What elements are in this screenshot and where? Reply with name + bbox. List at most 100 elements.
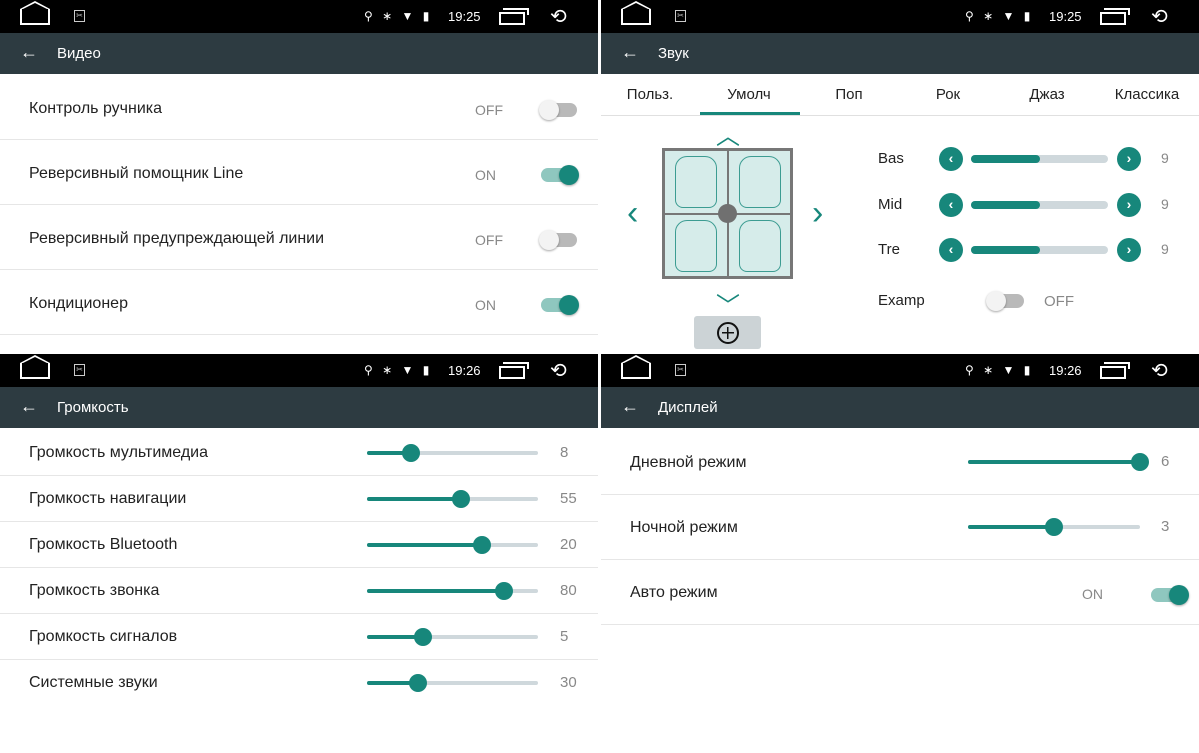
slider-fill (367, 451, 412, 455)
chevron-up-icon[interactable]: ︿ (716, 123, 740, 150)
status-icons: ⚲ ∗ ▼ ▮ (364, 363, 433, 377)
seat-icon (664, 150, 728, 214)
slider-thumb[interactable] (452, 490, 471, 508)
tab-3[interactable]: Поп (835, 86, 863, 103)
slider-thumb[interactable] (409, 674, 428, 692)
setting-toggle[interactable] (539, 230, 577, 250)
brightness-slider[interactable] (968, 518, 1140, 536)
slider-thumb[interactable] (414, 628, 433, 646)
status-bar: ✂ ⚲ ∗ ▼ ▮ 19:26 ⟲ (0, 354, 598, 387)
seat-shape (675, 156, 717, 208)
volume-slider[interactable] (367, 490, 538, 508)
title-bar: ← Видео (0, 33, 598, 74)
tabs-divider (601, 115, 1199, 116)
recent-apps-icon[interactable] (499, 8, 529, 25)
volume-label: Громкость навигации (29, 490, 187, 507)
examp-toggle[interactable] (986, 291, 1024, 311)
seat-icon (664, 213, 728, 277)
home-icon[interactable] (20, 1, 50, 25)
back-arrow-icon[interactable]: ← (20, 396, 38, 416)
eq-increase-button[interactable]: › (1117, 147, 1141, 171)
eq-label: Mid (878, 195, 903, 213)
reset-balance-button[interactable] (694, 316, 761, 349)
chevron-right-icon[interactable]: › (812, 194, 824, 232)
volume-slider[interactable] (367, 536, 538, 554)
back-nav-icon[interactable]: ⟲ (1151, 360, 1168, 382)
back-nav-icon[interactable]: ⟲ (550, 6, 567, 28)
eq-increase-button[interactable]: › (1117, 238, 1141, 262)
setting-toggle[interactable] (541, 295, 579, 315)
volume-label: Громкость Bluetooth (29, 536, 178, 553)
status-icons: ⚲ ∗ ▼ ▮ (965, 363, 1034, 377)
eq-increase-button[interactable]: › (1117, 192, 1141, 217)
slider-thumb[interactable] (472, 536, 491, 554)
display-row: Дневной режим 6 (601, 430, 1199, 495)
toggle-knob (539, 230, 559, 250)
eq-decrease-button[interactable]: ‹ (939, 238, 963, 262)
eq-slider[interactable] (971, 200, 1108, 209)
home-icon[interactable] (621, 1, 651, 25)
volume-value: 30 (560, 674, 577, 691)
display-row: Ночной режим 3 (601, 495, 1199, 560)
brightness-slider[interactable] (968, 453, 1149, 471)
setting-label: Реверсивный предупреждающей линии (29, 230, 325, 247)
slider-thumb[interactable] (1131, 453, 1149, 471)
volume-slider[interactable] (367, 674, 538, 692)
recent-apps-icon[interactable] (1100, 362, 1130, 379)
eq-slider-fill (971, 246, 1040, 254)
status-time: 19:25 (1049, 9, 1082, 24)
seat-shape (738, 156, 781, 208)
back-nav-icon[interactable]: ⟲ (1151, 6, 1168, 28)
eq-slider[interactable] (971, 155, 1108, 163)
examp-state: OFF (1044, 293, 1074, 310)
slider-thumb[interactable] (402, 444, 421, 462)
setting-row: Контроль ручника OFF (0, 75, 598, 140)
tab-5[interactable]: Джаз (1029, 86, 1065, 103)
screenshot-icon[interactable]: ✂ (74, 364, 85, 376)
slider-thumb[interactable] (1045, 518, 1063, 536)
back-arrow-icon[interactable]: ← (621, 396, 639, 416)
balance-point[interactable] (718, 204, 737, 223)
recent-apps-icon[interactable] (1100, 8, 1130, 25)
setting-state: ON (475, 297, 496, 313)
status-bar: ✂ ⚲ ∗ ▼ ▮ 19:25 ⟲ (0, 0, 598, 33)
volume-slider[interactable] (367, 628, 538, 646)
eq-slider[interactable] (971, 246, 1108, 254)
volume-slider[interactable] (367, 444, 538, 462)
slider-thumb[interactable] (494, 582, 513, 600)
tab-1[interactable]: Польз. (626, 86, 674, 103)
chevron-down-icon[interactable]: ﹀ (716, 293, 740, 320)
back-arrow-icon[interactable]: ← (621, 42, 639, 62)
volume-label: Громкость сигналов (29, 628, 178, 645)
setting-state: OFF (475, 102, 503, 118)
screenshot-icon[interactable]: ✂ (675, 10, 686, 22)
eq-decrease-button[interactable]: ‹ (939, 147, 963, 171)
slider-fill (367, 543, 482, 547)
screenshot-icon[interactable]: ✂ (74, 10, 85, 22)
tab-6[interactable]: Классика (1114, 86, 1180, 103)
volume-slider[interactable] (367, 582, 538, 600)
screenshot-icon[interactable]: ✂ (675, 364, 686, 376)
slider-fill (367, 497, 462, 501)
toggle-knob (559, 165, 579, 185)
back-arrow-icon[interactable]: ← (20, 42, 38, 62)
chevron-left-icon[interactable]: ‹ (627, 194, 639, 232)
setting-toggle[interactable] (541, 165, 579, 185)
volume-label: Громкость мультимедиа (29, 444, 208, 461)
auto-mode-label: Авто режим (630, 584, 718, 601)
home-icon[interactable] (20, 355, 50, 379)
status-time: 19:26 (1049, 363, 1082, 378)
tab-2[interactable]: Умолч (727, 86, 771, 103)
home-icon[interactable] (621, 355, 651, 379)
volume-row: Громкость мультимедиа 8 (0, 430, 598, 476)
setting-toggle[interactable] (539, 100, 577, 120)
status-time: 19:26 (448, 363, 481, 378)
back-nav-icon[interactable]: ⟲ (550, 360, 567, 382)
seat-balance-grid[interactable] (662, 148, 793, 279)
status-bar: ✂ ⚲ ∗ ▼ ▮ 19:26 ⟲ (601, 354, 1199, 387)
recent-apps-icon[interactable] (499, 362, 529, 379)
auto-mode-toggle[interactable] (1151, 585, 1189, 605)
volume-row: Громкость сигналов 5 (0, 614, 598, 660)
tab-4[interactable]: Рок (935, 86, 961, 103)
eq-decrease-button[interactable]: ‹ (939, 192, 963, 217)
